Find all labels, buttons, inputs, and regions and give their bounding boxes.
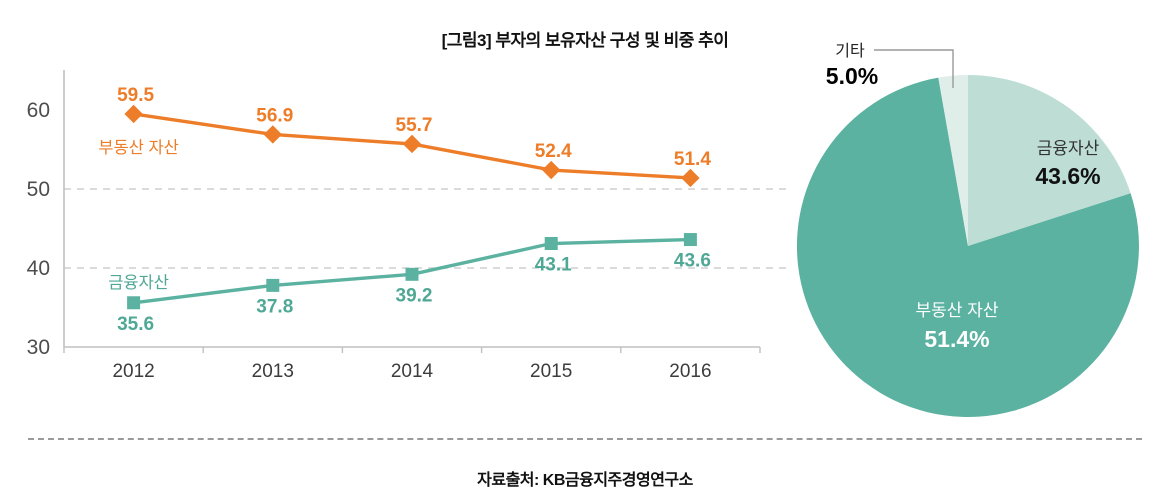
marker-diamond [263, 125, 282, 144]
pie-label-name: 기타 [835, 42, 865, 60]
pie-label-value: 43.6% [1035, 163, 1100, 189]
value-label: 56.9 [256, 105, 293, 126]
pie-label-name: 금융자산 [1037, 139, 1100, 158]
value-label: 52.4 [535, 141, 572, 162]
y-tick-label-60: 60 [27, 99, 50, 122]
value-label: 55.7 [396, 115, 433, 136]
pie-slice-1 [796, 77, 1139, 418]
pie-chart: 금융자산 43.6% 부동산 자산 51.4% 기타 5.0% [796, 42, 1139, 418]
line-chart: 30 40 50 60 2012 2013 2014 2015 2016 59.5 56.9 55.7… [27, 70, 786, 382]
value-label: 51.4 [674, 149, 711, 170]
value-label: 43.1 [535, 255, 572, 276]
y-tick-label-30: 30 [27, 336, 50, 359]
x-tick-label-2016: 2016 [669, 361, 711, 382]
y-tick-label-50: 50 [27, 178, 50, 201]
marker-diamond [542, 160, 561, 180]
x-tick-label-2013: 2013 [252, 361, 294, 382]
divider-dashed-line [28, 438, 1142, 440]
figure-title: [그림3] 부자의 보유자산 구성 및 비중 추이 [441, 31, 729, 50]
marker-square [127, 296, 141, 310]
marker-square [544, 237, 558, 251]
pie-label-name: 부동산 자산 [916, 301, 999, 320]
value-label: 59.5 [117, 85, 154, 106]
series-name-label: 부동산 자산 [98, 138, 178, 157]
pie-label-value: 5.0% [826, 63, 878, 89]
y-tick-label-40: 40 [27, 257, 50, 280]
x-tick-label-2014: 2014 [391, 361, 434, 382]
pie-slice-2 [938, 75, 968, 246]
marker-diamond [681, 168, 700, 188]
callout-line [874, 49, 954, 88]
x-tick-label-2012: 2012 [112, 361, 154, 382]
marker-square [405, 267, 419, 281]
marker-square [683, 233, 697, 247]
value-label: 35.6 [117, 314, 154, 335]
marker-diamond [124, 104, 143, 124]
series-name-label: 금융자산 [108, 273, 169, 292]
x-tick-label-2015: 2015 [530, 361, 572, 382]
source-caption: 자료출처: KB금융지주경영연구소 [477, 472, 693, 489]
pie-slice-0 [968, 75, 1131, 246]
value-label: 37.8 [256, 296, 293, 317]
marker-diamond [402, 134, 422, 154]
value-label: 43.6 [674, 251, 711, 272]
pie-label-value: 51.4% [924, 326, 989, 352]
marker-square [266, 278, 280, 292]
value-label: 39.2 [396, 285, 433, 306]
